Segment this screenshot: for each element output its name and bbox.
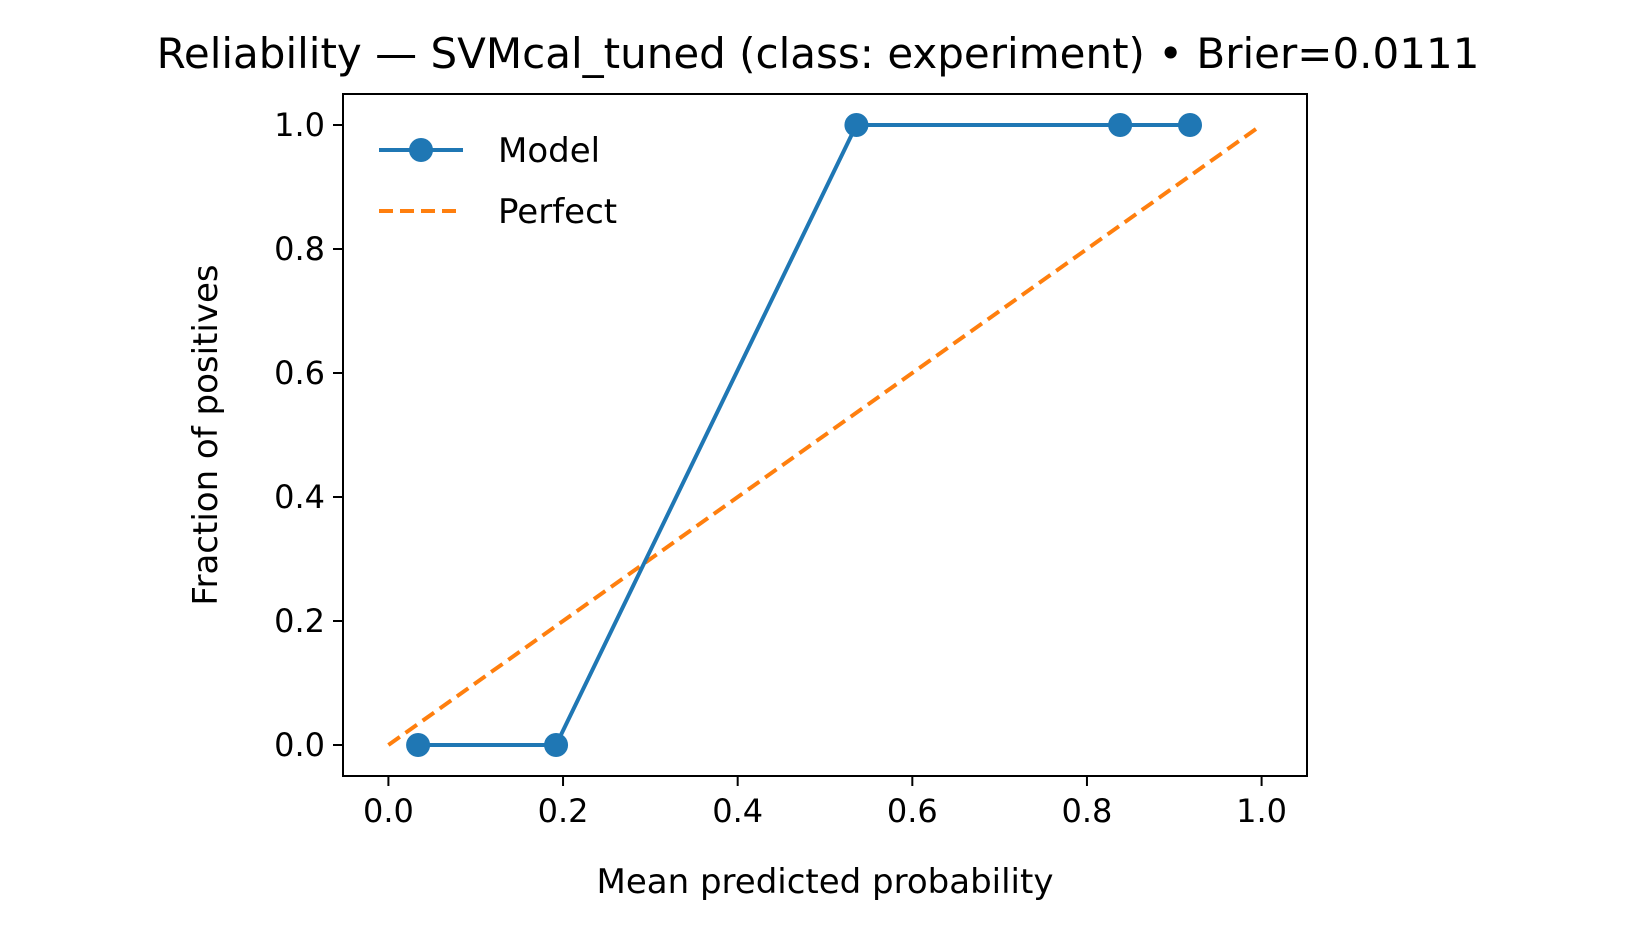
y-tick-label: 0.4	[274, 478, 325, 516]
legend: Model Perfect	[379, 131, 617, 232]
x-axis-label: Mean predicted probability	[597, 862, 1054, 902]
data-point-model	[844, 113, 869, 137]
y-axis: 0.0 0.2 0.4 0.6 0.8 1.0	[274, 106, 343, 764]
plot-area-frame	[342, 93, 1308, 777]
legend-label-perfect: Perfect	[498, 192, 617, 232]
x-tick-label: 0.4	[712, 792, 763, 830]
y-tick-label: 0.0	[274, 726, 325, 764]
data-point-model	[406, 733, 431, 757]
data-point-model	[544, 733, 569, 757]
x-tick-label: 0.0	[363, 792, 414, 830]
y-axis-label: Fraction of positives	[186, 264, 226, 605]
series-line-perfect	[387, 123, 1263, 747]
x-tick-label: 0.2	[538, 792, 589, 830]
y-tick-label: 1.0	[274, 106, 325, 144]
legend-label-model: Model	[498, 131, 600, 171]
x-tick-label: 0.8	[1062, 792, 1113, 830]
data-point-model	[1108, 113, 1133, 137]
y-tick-label: 0.6	[274, 354, 325, 392]
y-tick-label: 0.8	[274, 230, 325, 268]
chart-title: Reliability — SVMcal_tuned (class: exper…	[157, 29, 1480, 78]
legend-marker	[409, 138, 433, 162]
x-tick-label: 1.0	[1236, 792, 1287, 830]
y-tick-label: 0.2	[274, 602, 325, 640]
x-tick-label: 0.6	[887, 792, 938, 830]
data-point-model	[1177, 113, 1202, 137]
series-layer	[387, 113, 1263, 757]
x-axis: 0.0 0.2 0.4 0.6 0.8 1.0	[363, 776, 1287, 830]
